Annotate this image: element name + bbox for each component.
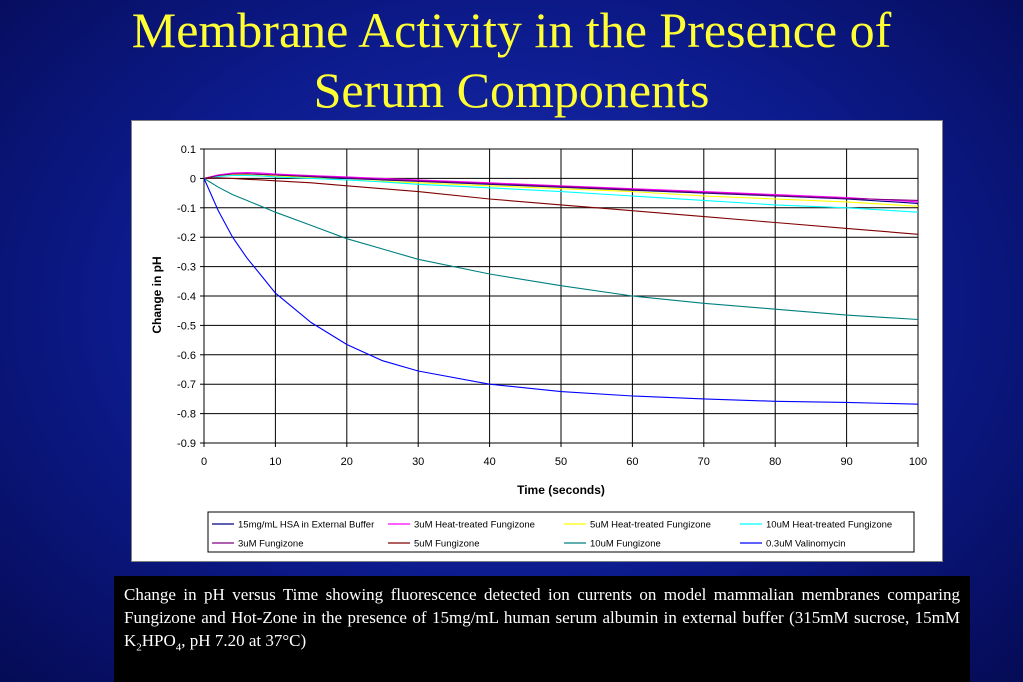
legend-label-5: 3uM Fungizone <box>238 539 303 550</box>
y-tick-label: -0.2 <box>177 232 196 244</box>
y-tick-label: -0.7 <box>177 379 196 391</box>
series-line-8 <box>203 178 919 405</box>
y-axis-label: Change in pH <box>150 256 164 333</box>
y-tick-label: -0.1 <box>177 203 196 215</box>
x-tick-label: 50 <box>555 456 567 468</box>
caption-text-3: , pH 7.20 at 37°C) <box>181 631 307 650</box>
legend-box <box>207 511 915 553</box>
x-tick-label: 100 <box>909 456 927 468</box>
x-tick-label: 10 <box>269 456 281 468</box>
legend-label-7: 10uM Fungizone <box>590 539 661 550</box>
x-axis-label: Time (seconds) <box>517 483 605 497</box>
slide-title: Membrane Activity in the Presence of Ser… <box>0 0 1023 120</box>
y-tick-label: -0.8 <box>177 409 196 421</box>
slide-title-line2: Serum Components <box>313 62 710 118</box>
ph-change-line-chart: 0.1 0 -0.1 -0.2 -0.3 -0.4 -0.5 -0.6 -0.7 -0.8 -0.9… <box>150 144 927 553</box>
series-line-6 <box>203 177 919 235</box>
figure-caption: Change in pH versus Time showing fluores… <box>114 576 970 682</box>
legend-label-4: 10uM Heat-treated Fungizone <box>766 520 892 531</box>
legend-label-6: 5uM Fungizone <box>414 539 479 550</box>
slide-title-line1: Membrane Activity in the Presence of <box>131 2 892 58</box>
y-tick-label: -0.3 <box>177 262 196 274</box>
series-line-4 <box>203 174 919 213</box>
y-tick-label: -0.6 <box>177 350 196 362</box>
y-tick-label: -0.9 <box>177 438 196 450</box>
caption-subscript-2: 4 <box>175 641 182 654</box>
legend-label-8: 0.3uM Valinomycin <box>766 539 846 550</box>
x-tick-label: 60 <box>626 456 638 468</box>
legend-label-2: 3uM Heat-treated Fungizone <box>414 520 535 531</box>
legend-label-3: 5uM Heat-treated Fungizone <box>590 520 711 531</box>
y-tick-label: 0.1 <box>181 144 196 156</box>
y-tick-label: -0.4 <box>177 291 196 303</box>
chart-legend: 15mg/mL HSA in External Buffer 3uM Heat-t… <box>207 511 915 553</box>
series-line-5 <box>203 173 919 201</box>
caption-text-1: Change in pH versus Time showing fluores… <box>124 585 960 650</box>
series-line-7 <box>203 177 919 321</box>
caption-text-2: HPO <box>141 631 176 650</box>
x-tick-label: 30 <box>412 456 424 468</box>
x-tick-label: 40 <box>483 456 495 468</box>
x-tick-label: 80 <box>769 456 781 468</box>
y-tick-label: -0.5 <box>177 320 196 332</box>
x-tick-label: 90 <box>840 456 852 468</box>
chart-panel: 0.1 0 -0.1 -0.2 -0.3 -0.4 -0.5 -0.6 -0.7 -0.8 -0.9… <box>131 120 943 562</box>
caption-subscript-1: 2 <box>136 641 142 654</box>
series-line-2 <box>203 171 919 203</box>
legend-label-1: 15mg/mL HSA in External Buffer <box>238 520 374 531</box>
x-tick-label: 20 <box>341 456 353 468</box>
series-line-3 <box>203 174 919 207</box>
x-tick-label: 0 <box>201 456 207 468</box>
y-tick-label: 0 <box>190 173 196 185</box>
x-tick-label: 70 <box>698 456 710 468</box>
